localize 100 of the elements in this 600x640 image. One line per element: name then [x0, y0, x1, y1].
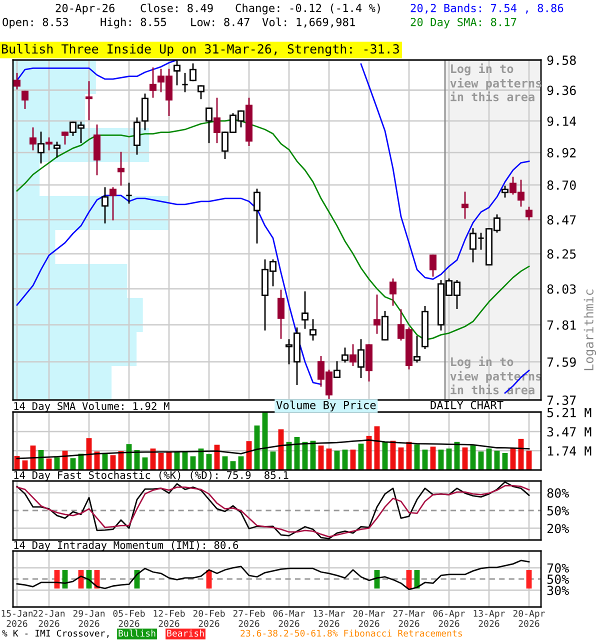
text: Close: 8.49	[140, 4, 213, 12]
x-tick-label: 29-Jan 2026	[73, 610, 105, 627]
candlestick	[342, 348, 348, 363]
text: Change: -0.12 (-1.4 %)	[236, 4, 380, 14]
y-tick-label: 8.70	[547, 180, 576, 190]
bar	[422, 450, 428, 470]
x-tick-label: 20-Mar 2026	[353, 610, 385, 627]
y-tick-label: 7.37	[547, 396, 576, 405]
y-tick-label: 80%	[547, 488, 569, 498]
candlestick	[206, 108, 212, 144]
text: Low: 8.47	[191, 18, 250, 26]
text: Vol: 1,669,981	[262, 18, 355, 28]
bar	[470, 446, 476, 470]
x-tick-label: 20-Feb 2026	[193, 610, 225, 627]
x-tick-label: 27-Feb 2026	[233, 610, 265, 627]
bar	[438, 450, 444, 470]
bar	[326, 448, 332, 470]
y-tick-label: 5.21 M	[547, 408, 592, 418]
y-tick-label: 9.14	[547, 116, 576, 126]
candlestick	[182, 72, 188, 92]
y-tick-label: 20%	[547, 524, 569, 534]
y-tick-label: 8.92	[547, 148, 576, 158]
bar	[494, 450, 500, 470]
candlestick	[30, 127, 36, 150]
candlestick	[310, 319, 316, 341]
candlestick	[102, 187, 108, 224]
text: Bullish	[118, 630, 156, 637]
candlestick	[118, 152, 124, 186]
x-tick-label: 06-Apr 2026	[433, 610, 465, 627]
x-tick-label: 27-Mar 2026	[393, 610, 425, 627]
y-tick-label: 50%	[547, 506, 569, 516]
y-tick-label: 8.47	[547, 215, 576, 225]
bar	[398, 447, 404, 470]
candlestick	[38, 132, 44, 164]
bar	[430, 446, 436, 470]
candlestick	[126, 182, 132, 204]
candlestick	[150, 67, 156, 98]
y-tick-label: 50%	[547, 574, 569, 584]
candlestick	[526, 206, 532, 220]
candlestick	[358, 339, 364, 378]
x-tick-label: 05-Feb 2026	[113, 610, 145, 627]
candlestick	[214, 98, 220, 144]
chart-title: 14 Day Intraday Momentum (IMI): 80.6	[14, 540, 238, 551]
candlestick	[382, 310, 388, 341]
bar	[342, 450, 348, 470]
bar	[270, 452, 276, 470]
chart-title: Bullish Three Inside Up on 31-Mar-26, Strength: -31.3	[2, 44, 399, 56]
y-tick-label: 30%	[547, 586, 569, 596]
y-tick-label: 9.58	[547, 56, 576, 65]
y-tick-label: 8.25	[547, 249, 576, 259]
chart-title: 14 Day SMA Volume: 1.92 M	[14, 402, 170, 412]
bar	[110, 455, 116, 470]
bar	[414, 444, 420, 470]
bar	[478, 452, 484, 470]
candlestick	[502, 186, 508, 198]
y-tick-label: 1.74 M	[548, 446, 592, 456]
candlestick	[86, 81, 92, 120]
y-tick-label: 8.03	[547, 284, 576, 294]
y-tick-label: 3.47 M	[547, 427, 592, 437]
x-tick-label: 06-Mar 2026	[273, 610, 305, 627]
text: Bearish	[167, 630, 204, 637]
bar	[350, 450, 356, 470]
text: 20 Day SMA: 8.17	[410, 18, 516, 28]
candlestick	[62, 132, 68, 145]
line-series	[16, 560, 530, 590]
text: DAILY CHART	[430, 400, 504, 410]
x-tick-label: 13-Apr 2026	[474, 610, 505, 627]
candlestick	[110, 187, 116, 220]
chart-title: 14 Day Fast Stochastic (%K) (%D): 75.9 85.1	[14, 470, 288, 481]
text: High: 8.55	[100, 18, 166, 28]
candlestick	[14, 72, 20, 90]
bar	[526, 450, 532, 470]
candlestick	[430, 254, 436, 277]
candlestick	[198, 85, 204, 100]
y-tick-label: 70%	[547, 563, 569, 573]
x-tick-label: 20-Apr 2026	[513, 610, 545, 627]
text: Open: 8.53	[2, 18, 68, 28]
bar	[334, 450, 340, 470]
candlestick	[334, 361, 340, 378]
y-tick-label: 7.59	[547, 357, 576, 367]
bar	[358, 444, 364, 470]
candlestick	[254, 188, 260, 244]
bar	[462, 447, 468, 470]
candlestick	[54, 142, 60, 158]
candlestick	[22, 90, 28, 109]
text: Volume By Price	[276, 400, 376, 412]
candlestick	[350, 344, 356, 366]
text: 20,2 Bands: 7.54 , 8.86	[410, 4, 564, 14]
candlestick	[278, 290, 284, 339]
x-tick-label: 22-Jan 2026	[33, 610, 65, 627]
bar	[446, 448, 452, 470]
candlestick	[374, 294, 380, 334]
y-axis-title: Logarithmic	[584, 290, 596, 370]
x-tick-label: 12-Feb 2026	[154, 610, 185, 627]
candlestick	[302, 291, 308, 329]
candlestick	[390, 278, 396, 306]
y-tick-label: 9.36	[547, 86, 576, 96]
legend-title: % K - IMI Crossover,	[2, 630, 109, 638]
bar	[318, 446, 324, 470]
candlestick	[190, 63, 196, 82]
